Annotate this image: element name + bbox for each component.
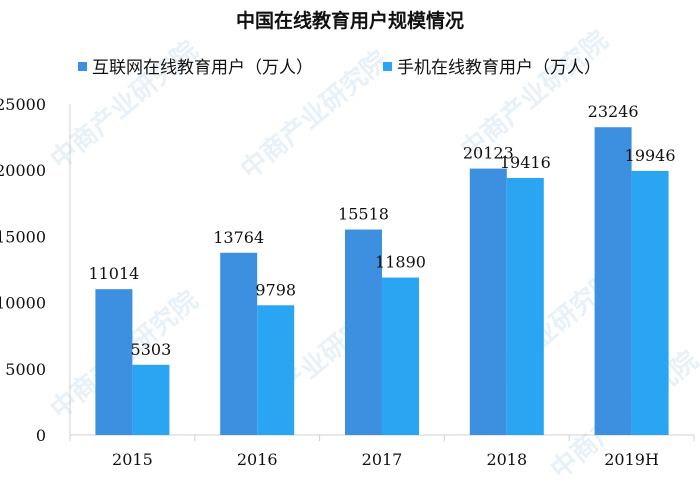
legend-label: 互联网在线教育用户（万人）	[92, 58, 313, 78]
bar	[631, 170, 669, 435]
y-axis: 0 5000 10000 15000 20000 25000	[0, 95, 46, 445]
data-label: 9798	[255, 280, 296, 299]
legend: 互联网在线教育用户（万人） 手机在线教育用户（万人）	[78, 58, 601, 78]
x-tick-label: 2016	[237, 450, 278, 469]
legend-swatch	[383, 62, 392, 71]
y-tick-label: 10000	[0, 294, 46, 313]
bar	[345, 229, 382, 435]
x-tick-label: 2017	[362, 450, 403, 469]
y-tick-label: 5000	[5, 360, 46, 379]
x-tick-label: 2019H	[604, 450, 659, 469]
x-tick-label: 2018	[486, 450, 527, 469]
chart-title: 中国在线教育用户规模情况	[236, 9, 464, 32]
bar	[594, 127, 632, 435]
bar	[257, 305, 295, 435]
x-tick-label: 2015	[112, 450, 153, 469]
x-axis: 2015 2016 2017 2018 2019H	[69, 435, 695, 469]
data-label: 11014	[88, 264, 139, 283]
bar	[382, 277, 419, 435]
y-tick-label: 15000	[0, 227, 46, 246]
data-label: 19416	[500, 153, 551, 172]
data-label: 19946	[625, 146, 676, 165]
watermark-text: 中商产业研究院	[45, 35, 204, 176]
y-tick-label: 25000	[0, 95, 46, 114]
data-label: 20123	[463, 144, 514, 163]
bar	[506, 177, 544, 435]
bar	[220, 252, 258, 435]
legend-label: 手机在线教育用户（万人）	[397, 58, 601, 78]
bar	[132, 364, 170, 435]
data-label: 11890	[375, 253, 426, 272]
data-label: 23246	[588, 102, 639, 121]
data-label: 15518	[338, 205, 389, 224]
bar	[469, 168, 507, 436]
legend-swatch	[78, 62, 87, 71]
data-label: 5303	[131, 340, 172, 359]
data-label: 13764	[213, 228, 264, 247]
y-tick-label: 20000	[0, 161, 46, 180]
bar	[95, 289, 133, 435]
y-tick-label: 0	[36, 426, 46, 445]
